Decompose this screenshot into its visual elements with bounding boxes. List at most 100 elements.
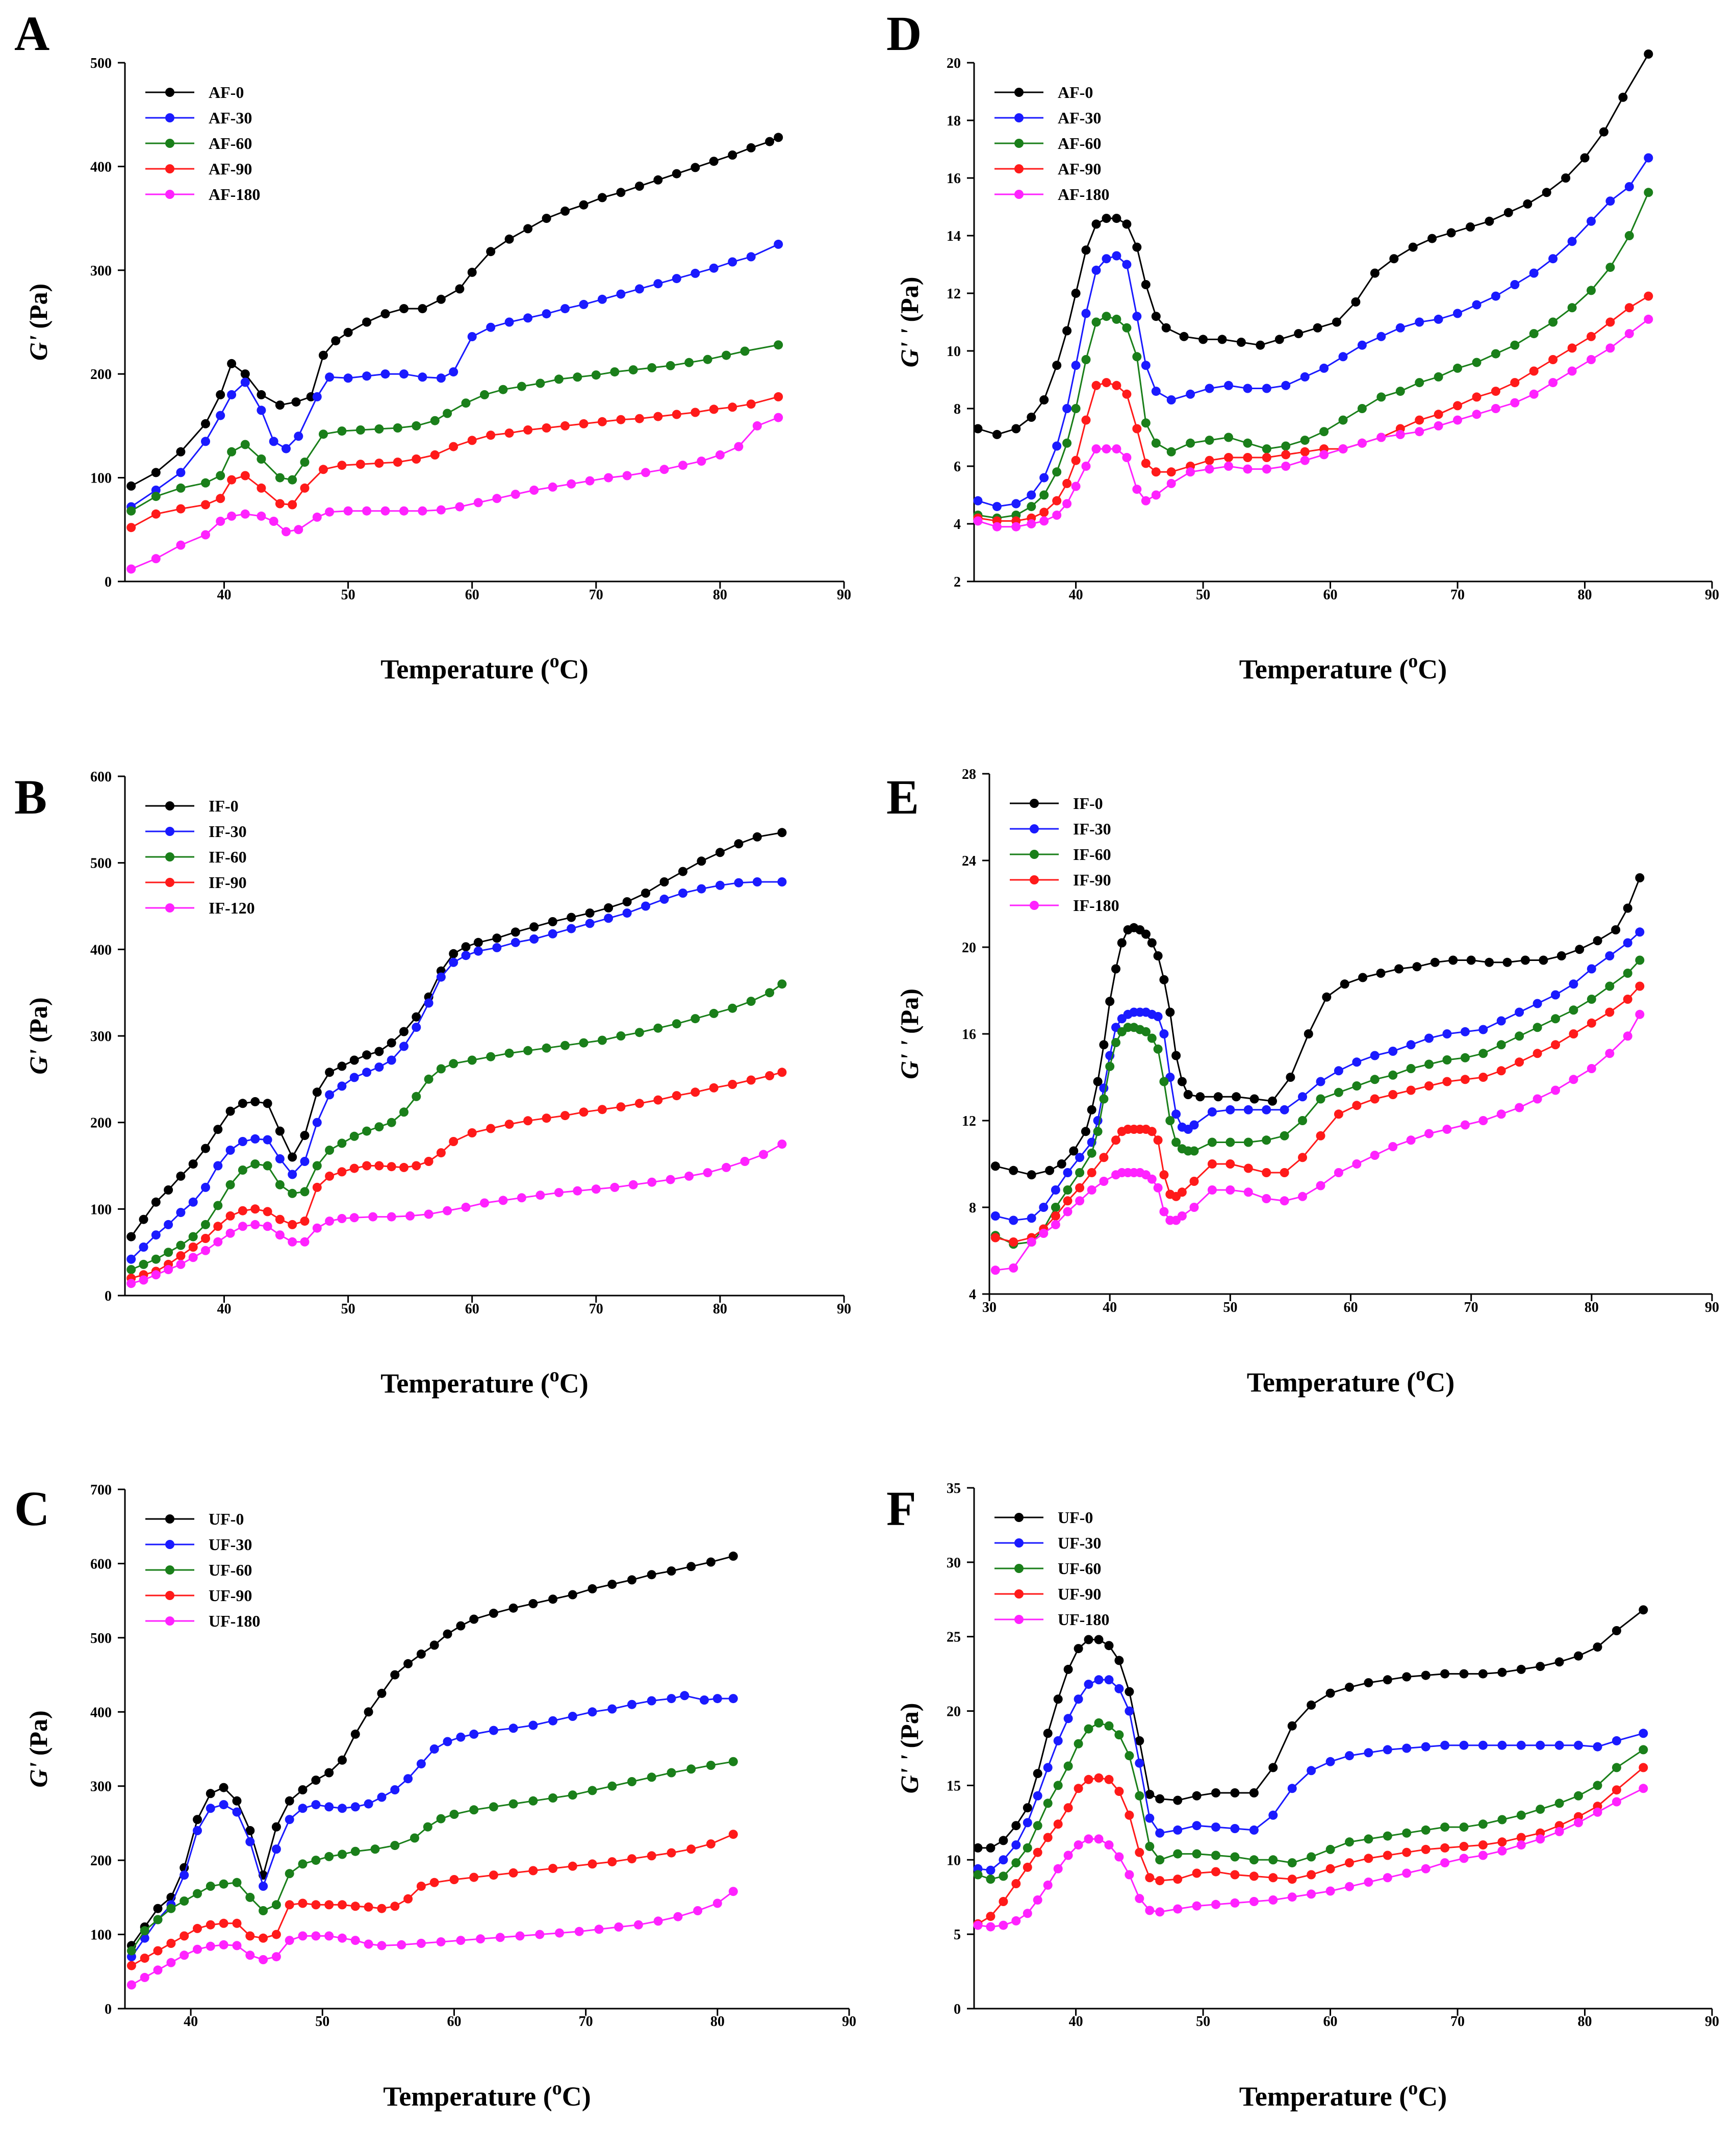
data-point <box>151 492 161 501</box>
legend-label: UF-30 <box>209 1535 252 1554</box>
data-point <box>535 1190 545 1200</box>
x-tick-label: 50 <box>341 1301 355 1317</box>
data-point <box>1587 964 1596 974</box>
data-point <box>1574 1651 1583 1661</box>
data-point <box>548 917 557 926</box>
data-point <box>1102 214 1111 223</box>
data-point <box>455 284 465 294</box>
data-point <box>734 839 744 849</box>
data-point <box>380 369 390 379</box>
y-tick-label: 16 <box>947 171 961 187</box>
legend-swatch-marker <box>165 878 174 887</box>
data-point <box>259 1933 268 1943</box>
data-point <box>594 1924 604 1934</box>
legend-item: UF-90 <box>145 1586 252 1605</box>
data-point <box>990 1211 1000 1221</box>
data-point <box>715 880 725 890</box>
data-point <box>691 163 700 172</box>
data-point <box>1319 363 1329 373</box>
data-point <box>1491 404 1500 413</box>
data-point <box>999 1855 1008 1865</box>
data-point <box>517 382 526 391</box>
data-point <box>1300 455 1310 465</box>
data-point <box>1406 1135 1416 1145</box>
data-point <box>508 1724 518 1733</box>
data-point <box>1023 1862 1032 1872</box>
data-point <box>1364 1678 1373 1688</box>
data-point <box>1230 1898 1240 1908</box>
data-point <box>288 1152 297 1162</box>
legend-label: AF-30 <box>209 109 252 127</box>
data-point <box>1639 1784 1648 1793</box>
data-point <box>973 496 983 505</box>
data-point <box>1421 1864 1431 1873</box>
data-point <box>1415 415 1424 425</box>
data-point <box>1370 1075 1380 1084</box>
data-point <box>1300 372 1310 382</box>
data-point <box>523 425 533 435</box>
data-point <box>151 1270 161 1280</box>
data-point <box>597 1035 607 1045</box>
data-point <box>1406 1085 1416 1095</box>
data-point <box>523 1116 533 1126</box>
data-point <box>634 182 644 191</box>
data-point <box>364 1902 373 1912</box>
series-line <box>131 1694 733 1958</box>
data-point <box>263 1207 272 1216</box>
legend-label: UF-180 <box>1058 1610 1109 1629</box>
data-point <box>765 1071 775 1080</box>
data-point <box>990 1265 1000 1275</box>
data-point <box>1071 361 1081 370</box>
data-point <box>1548 317 1558 327</box>
data-point <box>1376 433 1386 442</box>
data-point <box>416 1649 426 1659</box>
data-point <box>213 1237 223 1247</box>
data-point <box>139 1259 148 1269</box>
data-point <box>1023 1843 1032 1853</box>
data-point <box>1281 450 1291 460</box>
data-point <box>449 949 458 958</box>
data-point <box>151 1254 161 1264</box>
data-point <box>579 200 589 210</box>
data-point <box>1515 1031 1524 1041</box>
data-point <box>288 1237 297 1247</box>
data-point <box>579 299 589 309</box>
data-point <box>227 511 237 521</box>
legend-swatch-marker <box>165 852 174 861</box>
data-point <box>399 1107 409 1117</box>
data-point <box>338 1804 347 1813</box>
y-tick-label: 200 <box>90 1853 112 1869</box>
data-point <box>227 390 237 399</box>
data-point <box>1587 1018 1596 1028</box>
data-point <box>1497 1846 1507 1856</box>
data-point <box>374 424 384 434</box>
data-point <box>1440 1740 1450 1750</box>
data-point <box>1074 1840 1083 1850</box>
legend-swatch-marker <box>1030 850 1039 859</box>
data-point <box>1262 444 1271 454</box>
data-point <box>672 1019 681 1029</box>
data-point <box>1173 1874 1183 1884</box>
data-point <box>227 447 237 457</box>
legend-swatch-marker <box>1014 164 1024 173</box>
legend-swatch-marker <box>1014 113 1024 122</box>
data-point <box>486 322 496 332</box>
legend-item: IF-180 <box>1010 896 1119 915</box>
data-point <box>201 1246 210 1255</box>
y-tick-label: 25 <box>947 1630 961 1645</box>
data-point <box>992 522 1002 531</box>
data-point <box>139 1275 148 1285</box>
data-point <box>1262 384 1271 393</box>
data-point <box>1569 1029 1578 1038</box>
x-tick-label: 80 <box>1578 2014 1592 2030</box>
data-point <box>1063 1185 1073 1195</box>
data-point <box>1510 398 1520 408</box>
series-line <box>995 877 1641 1176</box>
y-tick-label: 0 <box>954 2001 961 2017</box>
data-point <box>680 1691 690 1701</box>
data-point <box>1412 962 1422 972</box>
data-point <box>588 1584 597 1593</box>
data-point <box>715 450 725 460</box>
data-point <box>1593 1781 1602 1790</box>
data-point <box>1533 1094 1542 1104</box>
